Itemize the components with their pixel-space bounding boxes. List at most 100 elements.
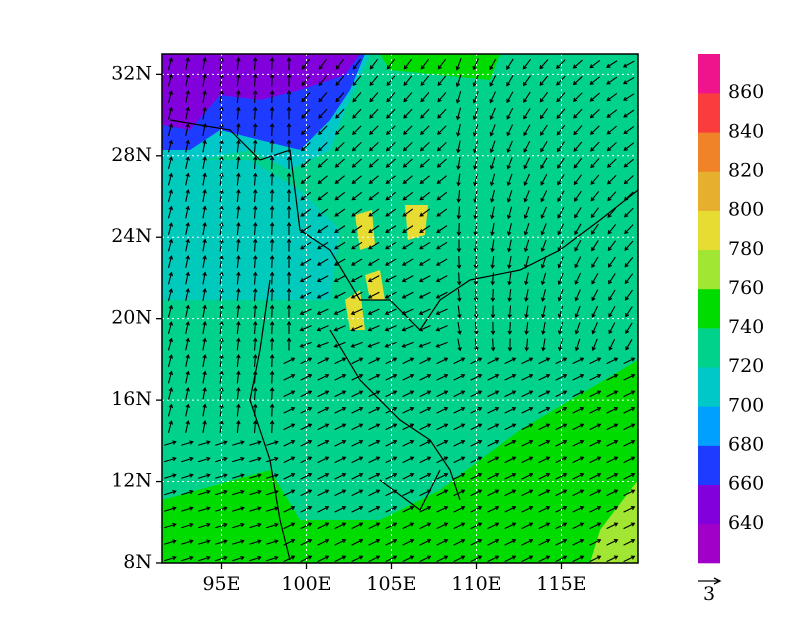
wind-vector — [419, 522, 432, 530]
wind-vector — [625, 306, 633, 318]
wind-vector — [266, 539, 279, 545]
wind-vector — [236, 271, 241, 285]
wind-vector — [202, 337, 207, 351]
wind-vector — [524, 305, 529, 319]
wind-vector — [236, 353, 241, 368]
wind-vector — [572, 390, 585, 398]
wind-vector — [252, 172, 258, 186]
wind-vector — [385, 141, 396, 152]
wind-vector — [523, 157, 531, 170]
wind-vector — [367, 341, 380, 348]
wind-vector — [198, 489, 211, 496]
field-lightgreen — [590, 480, 638, 563]
wind-vector — [300, 423, 313, 431]
wind-vector — [202, 139, 207, 153]
wind-vector — [385, 374, 398, 381]
wind-vector — [219, 370, 224, 384]
wind-vector — [318, 75, 328, 86]
wind-vector — [591, 338, 598, 352]
wind-vector — [232, 555, 245, 562]
wind-vector — [181, 473, 194, 479]
wind-vector — [521, 407, 534, 414]
wind-vector — [368, 141, 379, 152]
wind-vector — [453, 407, 466, 414]
wind-vector — [185, 205, 190, 219]
wind-vector — [401, 291, 414, 299]
wind-vector — [607, 240, 617, 252]
wind-vector — [521, 423, 534, 431]
wind-vector — [521, 522, 534, 530]
wind-vector — [402, 141, 413, 152]
wind-vector — [419, 225, 431, 233]
wind-vector — [316, 291, 329, 299]
wind-vector — [453, 374, 466, 381]
wind-vector — [167, 139, 174, 153]
wind-vector — [249, 555, 262, 562]
wind-vector — [167, 354, 174, 367]
wind-vector — [402, 158, 413, 168]
wind-vector — [300, 539, 313, 546]
wind-vector — [318, 92, 328, 103]
wind-vector — [167, 238, 174, 252]
wind-vector — [368, 440, 381, 447]
wind-vector — [540, 239, 547, 253]
coastline — [169, 119, 638, 561]
wind-vector — [506, 58, 514, 70]
wind-vector — [607, 174, 617, 185]
wind-vector — [606, 357, 619, 365]
wind-vector — [181, 456, 194, 463]
wind-vector — [198, 555, 211, 562]
wind-vector — [487, 522, 500, 530]
wind-vector — [236, 89, 241, 104]
wind-vector — [232, 456, 245, 463]
wind-vector — [369, 75, 379, 86]
wind-vector — [574, 322, 581, 335]
wind-vector — [589, 390, 602, 398]
wind-vector — [334, 191, 346, 201]
wind-vector — [269, 287, 275, 302]
wind-vector — [198, 456, 211, 463]
wind-vector — [470, 423, 483, 431]
wind-vector — [506, 223, 513, 236]
wind-vector — [236, 221, 241, 236]
wind-vector — [283, 390, 296, 398]
wind-vector — [573, 125, 583, 136]
wind-vector — [385, 423, 398, 431]
wind-vector — [185, 288, 190, 301]
wind-vector — [436, 440, 449, 447]
wind-vector — [269, 221, 275, 236]
wind-vector — [607, 256, 616, 268]
wind-vector — [436, 241, 448, 250]
wind-vector — [419, 241, 431, 250]
wind-vector — [317, 158, 328, 168]
wind-vector — [333, 275, 346, 283]
wind-vector — [334, 158, 345, 168]
wind-vector — [555, 489, 568, 497]
wind-vector — [456, 124, 461, 137]
field-green — [162, 360, 638, 563]
wind-vector — [538, 374, 551, 381]
wind-vector — [215, 539, 228, 545]
wind-vector — [350, 275, 363, 283]
wind-vector — [589, 473, 602, 480]
wind-vector — [591, 256, 599, 269]
wind-vector — [573, 174, 582, 186]
wind-vector — [283, 489, 296, 497]
wind-vector — [202, 387, 207, 400]
wind-vector — [369, 108, 379, 119]
wind-vector — [286, 304, 292, 318]
wind-vector — [283, 506, 296, 513]
wind-vector — [283, 440, 296, 447]
wind-vector — [167, 172, 174, 186]
wind-vector — [487, 440, 500, 447]
wind-vector — [606, 473, 619, 480]
wind-vector — [198, 440, 211, 446]
wind-vector — [351, 357, 364, 365]
wind-vector — [487, 473, 500, 480]
wind-vector — [453, 473, 466, 480]
wind-vector — [418, 275, 431, 283]
wind-vector — [623, 175, 634, 185]
wind-vector — [334, 175, 345, 185]
colorbar-box — [698, 288, 720, 329]
wind-vector — [350, 308, 363, 315]
